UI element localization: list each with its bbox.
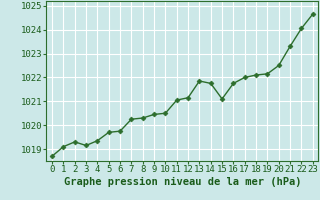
X-axis label: Graphe pression niveau de la mer (hPa): Graphe pression niveau de la mer (hPa) [64,177,301,187]
